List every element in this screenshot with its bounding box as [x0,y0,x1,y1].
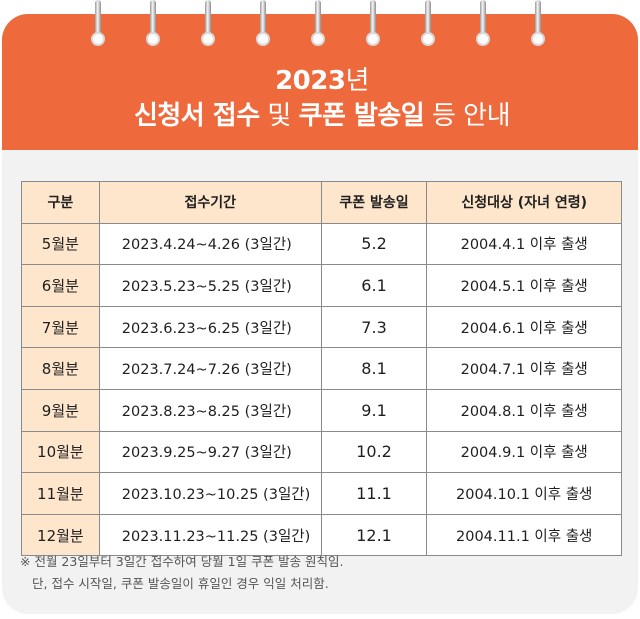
title-year: 2023 [275,66,346,96]
binding-ring-icon [311,0,325,52]
row-target: 2004.11.1 이후 출생 [426,513,622,557]
row-period: 2023.8.23~8.25 (3일간) [98,388,322,432]
title-year-suffix: 년 [345,66,369,96]
row-period: 2023.10.23~10.25 (3일간) [98,472,322,515]
row-send-date: 10.2 [320,430,428,474]
table-header-row: 구분 접수기간 쿠폰 발송일 신청대상 (자녀 연령) [21,181,622,224]
schedule-table: 구분 접수기간 쿠폰 발송일 신청대상 (자녀 연령) 5월분 2023.4.2… [21,181,622,557]
title-line-1: 2023년 [2,64,638,98]
header-coupon-send-date: 쿠폰 발송일 [320,181,428,224]
binding-ring-icon [146,0,160,52]
table-row: 11월분 2023.10.23~10.25 (3일간) 11.1 2004.10… [21,472,622,515]
row-send-date: 5.2 [320,222,428,266]
binding-ring-icon [366,0,380,52]
table-row: 12월분 2023.11.23~11.25 (3일간) 12.1 2004.11… [21,513,622,557]
row-send-date: 6.1 [320,264,428,307]
title-coupon-send-date: 쿠폰 발송일 [298,101,425,131]
page-title: 2023년 신청서 접수 및 쿠폰 발송일 등 안내 [2,64,638,134]
row-target: 2004.6.1 이후 출생 [426,305,622,349]
footnote-line-2: 단, 접수 시작일, 쿠폰 발송일이 휴일인 경우 익일 처리함. [32,576,329,591]
calendar-binding-rings [0,0,640,60]
table-row: 7월분 2023.6.23~6.25 (3일간) 7.3 2004.6.1 이후… [21,305,622,349]
header-application-period: 접수기간 [98,181,322,224]
row-send-date: 7.3 [320,305,428,349]
binding-ring-icon [91,0,105,52]
binding-ring-icon [476,0,490,52]
row-period: 2023.5.23~5.25 (3일간) [98,264,322,307]
row-label: 6월분 [21,264,100,307]
table-row: 10월분 2023.9.25~9.27 (3일간) 10.2 2004.9.1 … [21,430,622,474]
row-period: 2023.7.24~7.26 (3일간) [98,347,322,390]
row-label: 12월분 [21,513,100,557]
table-row: 8월분 2023.7.24~7.26 (3일간) 8.1 2004.7.1 이후… [21,347,622,390]
row-target: 2004.5.1 이후 출생 [426,264,622,307]
row-period: 2023.9.25~9.27 (3일간) [98,430,322,474]
table-row: 6월분 2023.5.23~5.25 (3일간) 6.1 2004.5.1 이후… [21,264,622,307]
row-period: 2023.11.23~11.25 (3일간) [98,513,322,557]
row-target: 2004.4.1 이후 출생 [426,222,622,266]
footnotes: ※ 전월 23일부터 3일간 접수하여 당월 1일 쿠폰 발송 원칙임. 단, … [20,551,620,595]
row-send-date: 12.1 [320,513,428,557]
title-line-2: 신청서 접수 및 쿠폰 발송일 등 안내 [2,98,638,134]
title-guide: 등 안내 [432,101,511,131]
title-and: 및 [267,101,291,131]
header-eligibility: 신청대상 (자녀 연령) [426,181,622,224]
row-send-date: 8.1 [320,347,428,390]
header-category: 구분 [21,181,100,224]
title-application-receipt: 신청서 접수 [133,101,260,131]
row-label: 9월분 [21,388,100,432]
row-label: 8월분 [21,347,100,390]
row-send-date: 9.1 [320,388,428,432]
row-target: 2004.10.1 이후 출생 [426,472,622,515]
row-send-date: 11.1 [320,472,428,515]
row-label: 7월분 [21,305,100,349]
row-label: 5월분 [21,222,100,266]
row-label: 10월분 [21,430,100,474]
table-row: 9월분 2023.8.23~8.25 (3일간) 9.1 2004.8.1 이후… [21,388,622,432]
row-target: 2004.7.1 이후 출생 [426,347,622,390]
binding-ring-icon [201,0,215,52]
row-period: 2023.6.23~6.25 (3일간) [98,305,322,349]
row-target: 2004.9.1 이후 출생 [426,430,622,474]
binding-ring-icon [421,0,435,52]
row-target: 2004.8.1 이후 출생 [426,388,622,432]
binding-ring-icon [531,0,545,52]
calendar-card: 2023년 신청서 접수 및 쿠폰 발송일 등 안내 구분 접수기간 쿠폰 발송… [2,14,638,614]
row-period: 2023.4.24~4.26 (3일간) [98,222,322,266]
binding-ring-icon [256,0,270,52]
footnote-line-1: ※ 전월 23일부터 3일간 접수하여 당월 1일 쿠폰 발송 원칙임. [20,554,344,569]
row-label: 11월분 [21,472,100,515]
table-row: 5월분 2023.4.24~4.26 (3일간) 5.2 2004.4.1 이후… [21,222,622,266]
